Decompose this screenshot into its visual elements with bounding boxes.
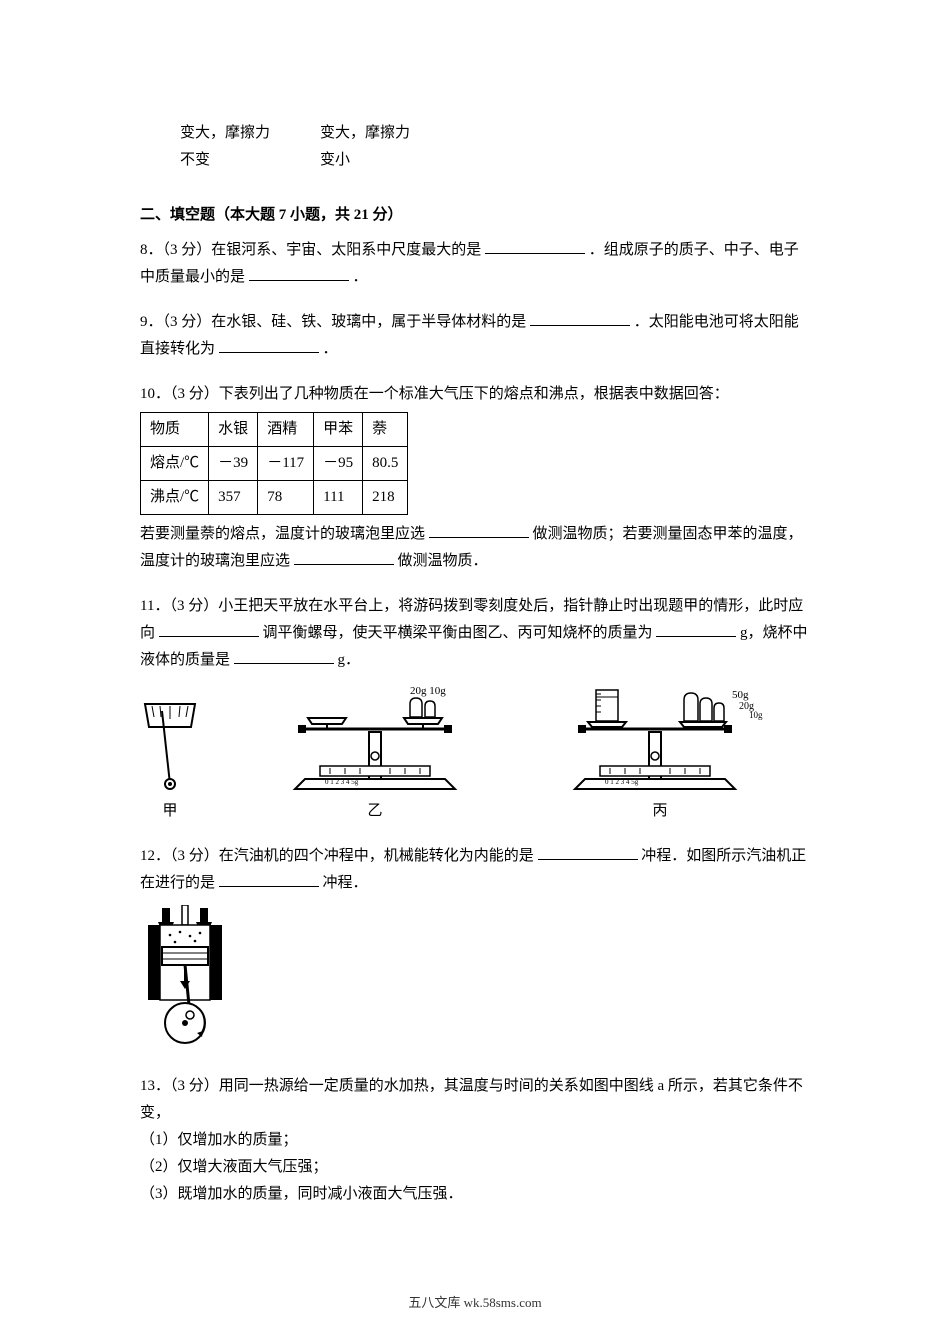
- cell: 甲苯: [314, 413, 363, 447]
- question-8: 8．（3 分）在银河系、宇宙、太阳系中尺度最大的是 ．组成原子的质子、中子、电子…: [140, 237, 810, 291]
- figure-bing: 0 1 2 3 4 5g 50g 20g 10g: [550, 684, 770, 825]
- engine-figure: [140, 905, 810, 1055]
- cell: －95: [314, 447, 363, 481]
- q12-text-c: 冲程．: [323, 875, 368, 891]
- q8-text-a: 8．（3 分）在银河系、宇宙、太阳系中尺度最大的是: [140, 242, 481, 258]
- svg-text:0 1 2 3 4 5g: 0 1 2 3 4 5g: [325, 778, 359, 786]
- question-9: 9．（3 分）在水银、硅、铁、玻璃中，属于半导体材料的是 ．太阳能电池可将太阳能…: [140, 309, 810, 363]
- q9-text-c: ．: [323, 341, 338, 357]
- figure-label-yi: 乙: [270, 798, 480, 825]
- cell: 218: [363, 481, 408, 515]
- q11-figures: 甲 0 1 2 3 4 5g: [140, 684, 810, 825]
- question-11: 11．（3 分）小王把天平放在水平台上，将游码拨到零刻度处后，指针静止时出现题甲…: [140, 593, 810, 825]
- table-row: 沸点/℃ 357 78 111 218: [141, 481, 408, 515]
- cell: －39: [209, 447, 258, 481]
- table-row: 熔点/℃ －39 －117 －95 80.5: [141, 447, 408, 481]
- q13-line1: （1）仅增加水的质量；: [140, 1127, 810, 1154]
- prev-page-carryover: 变大，摩擦力 不变 变大，摩擦力 变小: [140, 120, 810, 174]
- q13-line3: （3）既增加水的质量，同时减小液面大气压强．: [140, 1181, 810, 1208]
- weights-yi: 20g 10g: [410, 685, 446, 697]
- balance-pointer-icon: [140, 699, 200, 794]
- q8-blank-1: [485, 239, 585, 254]
- q10-text-a: 若要测量萘的熔点，温度计的玻璃泡里应选: [140, 526, 425, 542]
- svg-text:10g: 10g: [749, 710, 763, 720]
- q10-table: 物质 水银 酒精 甲苯 萘 熔点/℃ －39 －117 －95 80.5 沸点/…: [140, 412, 408, 515]
- q11-blank-3: [234, 649, 334, 664]
- cell: 水银: [209, 413, 258, 447]
- cell: 物质: [141, 413, 209, 447]
- cell: 萘: [363, 413, 408, 447]
- balance-yi-icon: 0 1 2 3 4 5g 20g 10g: [270, 684, 480, 794]
- cell: 80.5: [363, 447, 408, 481]
- q9-text-a: 9．（3 分）在水银、硅、铁、玻璃中，属于半导体材料的是: [140, 314, 526, 330]
- q10-text-c: 做测温物质．: [398, 553, 488, 569]
- q11-text-b: 调平衡螺母，使天平横梁平衡由图乙、丙可知烧杯的质量为: [263, 625, 653, 641]
- q9-blank-1: [530, 311, 630, 326]
- svg-text:50g: 50g: [732, 689, 749, 701]
- q10-intro: 10．（3 分）下表列出了几种物质在一个标准大气压下的熔点和沸点，根据表中数据回…: [140, 381, 810, 408]
- question-12: 12．（3 分）在汽油机的四个冲程中，机械能转化为内能的是 冲程．如图所示汽油机…: [140, 843, 810, 1055]
- carry-col1-line1: 变大，摩擦力: [180, 125, 270, 141]
- q8-blank-2: [249, 266, 349, 281]
- q13-intro: 13．（3 分）用同一热源给一定质量的水加热，其温度与时间的关系如图中图线 a …: [140, 1073, 810, 1127]
- q11-text-d: g．: [338, 652, 361, 668]
- page-footer: 五八文库 wk.58sms.com: [0, 1291, 950, 1314]
- carry-col2-line1: 变大，摩擦力: [320, 125, 410, 141]
- cell: 酒精: [258, 413, 314, 447]
- q13-line2: （2）仅增大液面大气压强；: [140, 1154, 810, 1181]
- q12-text-a: 12．（3 分）在汽油机的四个冲程中，机械能转化为内能的是: [140, 848, 534, 864]
- q10-blank-2: [294, 550, 394, 565]
- carry-col2-line2: 变小: [320, 152, 350, 168]
- table-row: 物质 水银 酒精 甲苯 萘: [141, 413, 408, 447]
- q12-blank-2: [219, 872, 319, 887]
- figure-yi: 0 1 2 3 4 5g 20g 10g 乙: [270, 684, 480, 825]
- section-title: 二、填空题（本大题 7 小题，共 21 分）: [140, 202, 810, 229]
- question-13: 13．（3 分）用同一热源给一定质量的水加热，其温度与时间的关系如图中图线 a …: [140, 1073, 810, 1208]
- q8-text-c: ．: [353, 269, 368, 285]
- cell: 熔点/℃: [141, 447, 209, 481]
- q11-blank-2: [656, 622, 736, 637]
- question-10: 10．（3 分）下表列出了几种物质在一个标准大气压下的熔点和沸点，根据表中数据回…: [140, 381, 810, 575]
- carry-col1-line2: 不变: [180, 152, 210, 168]
- cell: 111: [314, 481, 363, 515]
- balance-bing-icon: 0 1 2 3 4 5g 50g 20g 10g: [550, 684, 770, 794]
- svg-text:0 1 2 3 4 5g: 0 1 2 3 4 5g: [605, 778, 639, 786]
- figure-label-jia: 甲: [140, 798, 200, 825]
- figure-label-bing: 丙: [550, 798, 770, 825]
- cell: 沸点/℃: [141, 481, 209, 515]
- q9-blank-2: [219, 338, 319, 353]
- cell: 357: [209, 481, 258, 515]
- q11-blank-1: [159, 622, 259, 637]
- cell: －117: [258, 447, 314, 481]
- figure-jia: 甲: [140, 699, 200, 825]
- engine-cylinder-icon: [140, 905, 235, 1045]
- q10-blank-1: [429, 523, 529, 538]
- cell: 78: [258, 481, 314, 515]
- q12-blank-1: [538, 845, 638, 860]
